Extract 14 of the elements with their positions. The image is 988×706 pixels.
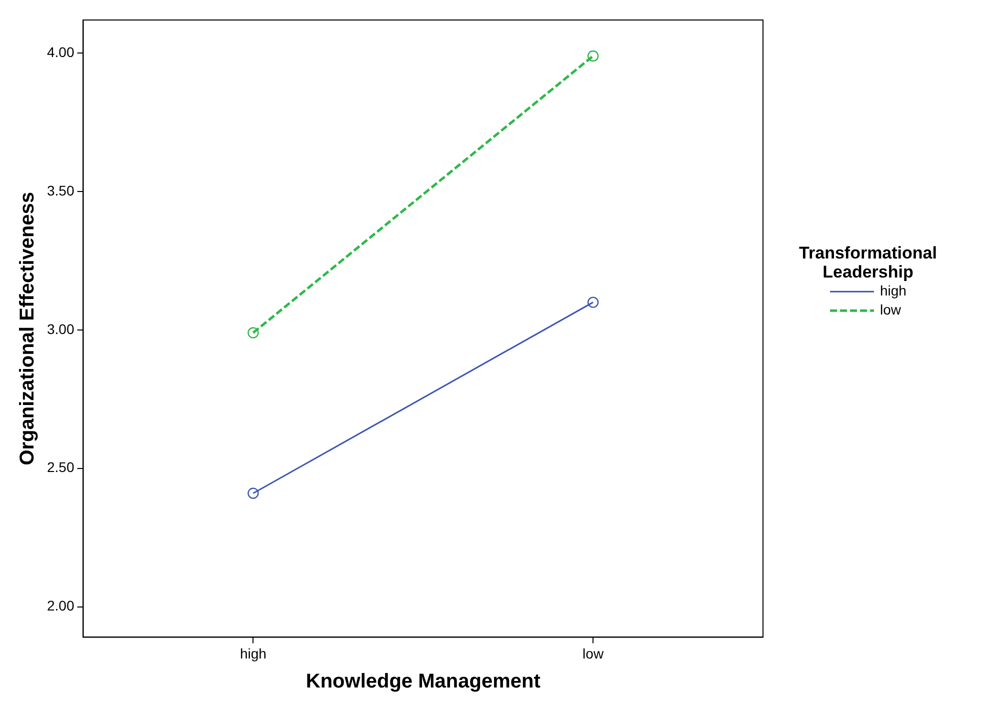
point [587,50,599,62]
y-tick-label: 2.00 [47,598,74,614]
y-tick-label: 2.50 [47,459,74,476]
y-axis-title: Organizational Effectiveness [16,192,39,466]
legend-label: high [880,282,906,298]
point [248,488,259,499]
legend-label: low [880,301,902,318]
y-tick-label: 3.50 [47,182,74,198]
point [248,327,259,338]
y-tick-label: 4.00 [47,44,74,60]
point [587,296,599,308]
legend-title: Transformational Leadership [799,243,937,282]
y-tick-label: 3.00 [47,320,74,337]
x-axis-title: Knowledge Management [306,670,541,693]
